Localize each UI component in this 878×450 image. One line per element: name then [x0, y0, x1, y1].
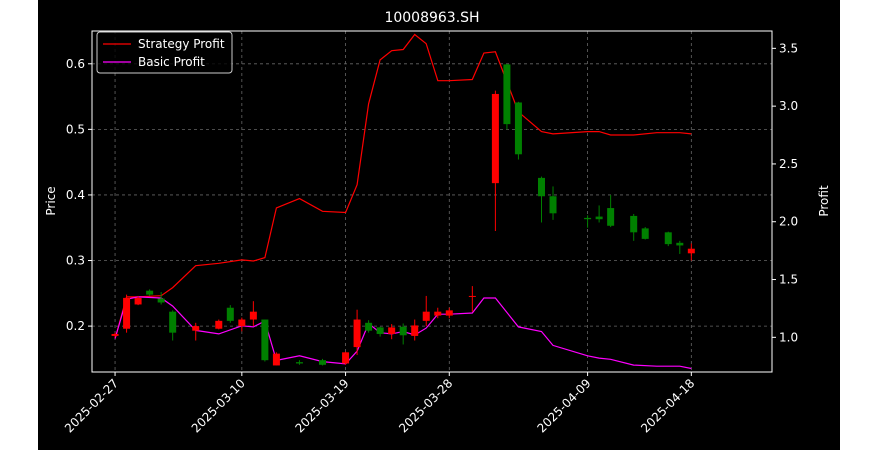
candle-body: [687, 248, 695, 254]
candle-body: [169, 311, 177, 333]
y-left-tick-label: 0.5: [66, 122, 85, 136]
y-right-tick-label: 1.5: [779, 273, 798, 287]
legend-label-strategy: Strategy Profit: [138, 37, 225, 51]
y-left-tick-label: 0.2: [66, 319, 85, 333]
candle-body: [192, 326, 200, 331]
candle-body: [537, 177, 545, 197]
profit-lines: [114, 33, 692, 370]
candle-body: [607, 208, 615, 226]
candle-body: [215, 320, 223, 329]
candle-body: [342, 352, 350, 364]
strategy-profit-line: [114, 33, 692, 339]
candle-body: [422, 311, 430, 321]
y-left-tick-label: 0.4: [66, 188, 85, 202]
candle-body: [319, 360, 327, 365]
candle-body: [111, 333, 119, 336]
candle-body: [272, 353, 280, 366]
candle-body: [261, 319, 269, 361]
candle-body: [295, 362, 303, 364]
candle-body: [664, 232, 672, 245]
legend-box: [96, 31, 233, 74]
plot-frame: [91, 30, 773, 373]
candle-body: [388, 327, 396, 334]
legend-label-basic: Basic Profit: [138, 55, 205, 69]
candle-body: [630, 215, 638, 233]
candle-body: [514, 102, 522, 155]
candle-body: [503, 64, 511, 125]
y-right-tick-label: 2.5: [779, 157, 798, 171]
candle-body: [445, 310, 453, 316]
candle-body: [491, 93, 499, 184]
candle-body: [434, 311, 442, 316]
candle-body: [584, 217, 592, 220]
y-right-tick-label: 2.0: [779, 215, 798, 229]
basic-profit-line: [114, 296, 692, 370]
candle-body: [157, 298, 165, 303]
candle-body: [411, 325, 419, 336]
grid-lines: [92, 31, 772, 372]
chart-canvas: 0.2 0.3 0.4 0.5 0.6 1.0 1.5 2.0 2.5 3.0 3.5 2025-02…: [38, 0, 840, 450]
candles: [111, 63, 695, 366]
y-right-tick-label: 1.0: [779, 330, 798, 344]
candle-body: [134, 297, 142, 305]
candle-body: [123, 297, 131, 329]
candle-body: [249, 311, 257, 320]
candle-body: [641, 228, 649, 239]
y-right-tick-label: 3.0: [779, 99, 798, 113]
chart-title: 10008963.SH: [384, 10, 479, 26]
candle-body: [376, 327, 384, 334]
y-axis-right-label: Profit: [817, 185, 831, 217]
y-axis-left-label: Price: [44, 186, 58, 215]
y-right-tick-label: 3.5: [779, 41, 798, 55]
chart-background: [38, 0, 840, 450]
candle-body: [549, 196, 557, 214]
candle-body: [226, 307, 234, 321]
legend: Strategy Profit Basic Profit: [96, 31, 233, 74]
candle-body: [365, 322, 373, 331]
candle-body: [468, 295, 476, 297]
y-left-tick-label: 0.6: [66, 57, 85, 71]
candle-body: [353, 319, 361, 348]
candlestick-chart: 0.20.30.40.50.61.01.52.02.53.03.52025-02…: [38, 0, 840, 450]
candle-body: [676, 242, 684, 246]
candle-body: [238, 319, 246, 327]
candle-body: [146, 290, 154, 295]
candle-body: [595, 216, 603, 220]
y-left-tick-label: 0.3: [66, 254, 85, 268]
candle-body: [399, 326, 407, 336]
